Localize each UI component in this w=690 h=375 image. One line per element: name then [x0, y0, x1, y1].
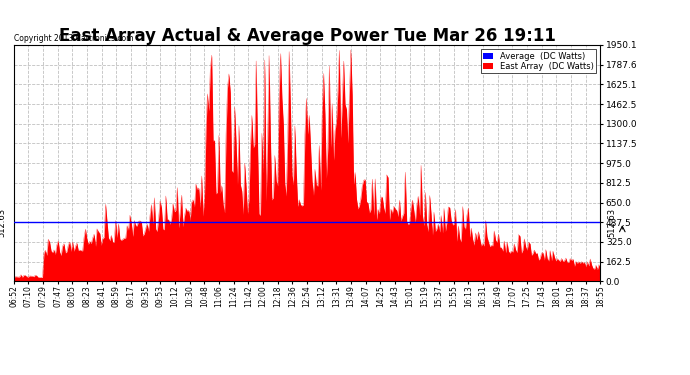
Text: 512.63: 512.63: [0, 208, 6, 237]
Text: Copyright 2013 Cartronics.com: Copyright 2013 Cartronics.com: [14, 34, 133, 43]
Legend: Average  (DC Watts), East Array  (DC Watts): Average (DC Watts), East Array (DC Watts…: [481, 49, 596, 74]
Text: 512.63: 512.63: [608, 208, 617, 237]
Title: East Array Actual & Average Power Tue Mar 26 19:11: East Array Actual & Average Power Tue Ma…: [59, 27, 555, 45]
